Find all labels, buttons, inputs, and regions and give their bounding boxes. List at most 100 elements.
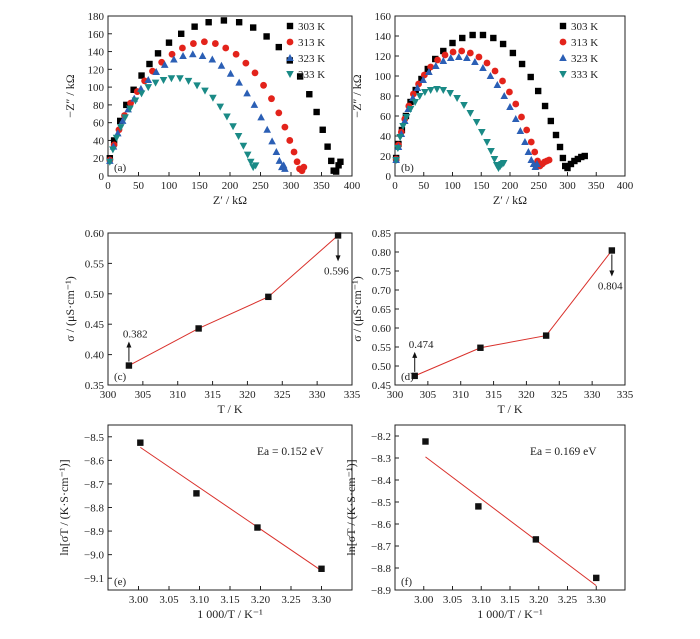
data-point bbox=[534, 87, 542, 95]
data-point bbox=[439, 57, 448, 64]
y-tick-label: 40 bbox=[380, 131, 392, 143]
data-point bbox=[545, 156, 553, 164]
data-point bbox=[411, 372, 418, 380]
legend-label: 303 K bbox=[571, 21, 598, 33]
data-point bbox=[411, 99, 419, 106]
annotation-label: 0.804 bbox=[598, 280, 623, 292]
data-point bbox=[446, 54, 455, 61]
x-tick-label: 320 bbox=[518, 389, 535, 401]
data-point bbox=[531, 148, 539, 156]
data-point bbox=[281, 123, 289, 131]
y-tick-label: 160 bbox=[375, 11, 392, 23]
y-tick-label: −8.9 bbox=[84, 526, 104, 538]
x-tick-label: 300 bbox=[387, 389, 404, 401]
y-tick-label: 0.60 bbox=[372, 323, 392, 335]
data-point bbox=[208, 55, 217, 63]
y-tick-label: 20 bbox=[380, 151, 392, 163]
data-point bbox=[469, 31, 476, 39]
data-point bbox=[441, 51, 449, 59]
data-point bbox=[198, 52, 207, 59]
data-point bbox=[574, 155, 582, 163]
data-point bbox=[239, 142, 248, 150]
data-point bbox=[260, 81, 267, 89]
data-point bbox=[254, 524, 261, 531]
data-point bbox=[229, 123, 237, 131]
data-point bbox=[420, 71, 428, 79]
data-point bbox=[234, 133, 243, 140]
legend-label: 333 K bbox=[298, 69, 325, 81]
data-point bbox=[418, 75, 425, 83]
y-tick-label: 0.40 bbox=[85, 350, 105, 362]
data-point bbox=[296, 73, 304, 80]
x-tick-label: 100 bbox=[444, 180, 461, 192]
legend-label: 323 K bbox=[571, 53, 598, 65]
legend-label: 303 K bbox=[298, 21, 325, 33]
data-point bbox=[137, 90, 146, 98]
data-point bbox=[512, 100, 520, 108]
chart-panel-a: 0 50 100 150 200 250 300 350 400 0 20 40 60 80 100 120 1… bbox=[63, 11, 361, 207]
data-point bbox=[506, 103, 514, 110]
data-point bbox=[483, 139, 491, 146]
data-point bbox=[286, 137, 294, 144]
y-axis-label: −Z″ / kΩ bbox=[350, 74, 364, 117]
data-point bbox=[137, 84, 145, 92]
data-point bbox=[151, 79, 160, 87]
data-point bbox=[466, 49, 474, 57]
legend-marker bbox=[559, 38, 567, 46]
data-point bbox=[571, 157, 578, 165]
data-point bbox=[272, 148, 281, 155]
fit-line bbox=[425, 456, 597, 586]
data-point bbox=[193, 490, 200, 497]
y-tick-label: −8.5 bbox=[84, 432, 104, 444]
x-tick-label: 300 bbox=[100, 389, 117, 401]
data-point bbox=[324, 143, 331, 150]
data-point bbox=[478, 129, 486, 136]
x-tick-label: 3.10 bbox=[472, 594, 492, 606]
annotation-arrowhead bbox=[609, 270, 615, 277]
data-point bbox=[479, 31, 487, 39]
data-point bbox=[176, 75, 184, 83]
data-point bbox=[524, 148, 533, 155]
data-point bbox=[449, 39, 456, 47]
data-point bbox=[281, 164, 289, 172]
x-tick-label: 310 bbox=[452, 389, 469, 401]
x-axis-label: T / K bbox=[217, 402, 242, 416]
annotation-arrowhead bbox=[126, 341, 132, 348]
x-tick-label: 3.30 bbox=[312, 594, 332, 606]
data-point bbox=[268, 95, 275, 103]
data-point bbox=[490, 156, 499, 163]
y-tick-label: −9.1 bbox=[84, 573, 104, 585]
x-tick-label: 50 bbox=[418, 180, 430, 192]
panel-label: (b) bbox=[401, 162, 414, 174]
chart-panel-f: 3.00 3.05 3.10 3.15 3.20 3.25 3.30 −8.2 −8.3 −8.4… bbox=[344, 424, 626, 621]
data-point bbox=[226, 69, 235, 77]
x-tick-label: 335 bbox=[344, 389, 361, 401]
annotation-label: 0.474 bbox=[409, 339, 434, 351]
panel-label: (d) bbox=[401, 371, 414, 383]
chart-panel-c: 300 305 310 315 320 325 330 335 0.35 0.40 0.45 0.50… bbox=[63, 228, 361, 416]
data-point bbox=[527, 138, 535, 146]
data-point bbox=[487, 148, 495, 155]
y-tick-label: −8.5 bbox=[371, 497, 391, 509]
data-point bbox=[399, 123, 407, 130]
data-point bbox=[126, 105, 134, 113]
data-point bbox=[518, 113, 525, 121]
y-tick-label: 0.50 bbox=[85, 289, 105, 301]
x-tick-label: 3.15 bbox=[220, 594, 240, 606]
data-point bbox=[542, 332, 550, 339]
data-point bbox=[190, 40, 197, 47]
y-tick-label: 60 bbox=[93, 118, 105, 130]
y-tick-label: 0 bbox=[386, 171, 392, 183]
data-point bbox=[422, 438, 429, 445]
data-point bbox=[500, 92, 509, 99]
y-tick-label: 100 bbox=[88, 82, 105, 94]
y-tick-label: 140 bbox=[375, 31, 392, 43]
data-point bbox=[434, 56, 441, 64]
legend-marker bbox=[286, 22, 294, 30]
x-axis-label: Z′ / kΩ bbox=[493, 193, 527, 207]
fit-line bbox=[140, 446, 322, 572]
data-point bbox=[235, 78, 243, 86]
chart-panel-e: 3.00 3.05 3.10 3.15 3.20 3.25 3.30 −8.5 −8.6 −8.7… bbox=[57, 424, 353, 621]
data-point bbox=[426, 87, 435, 94]
y-tick-label: 100 bbox=[375, 71, 392, 83]
